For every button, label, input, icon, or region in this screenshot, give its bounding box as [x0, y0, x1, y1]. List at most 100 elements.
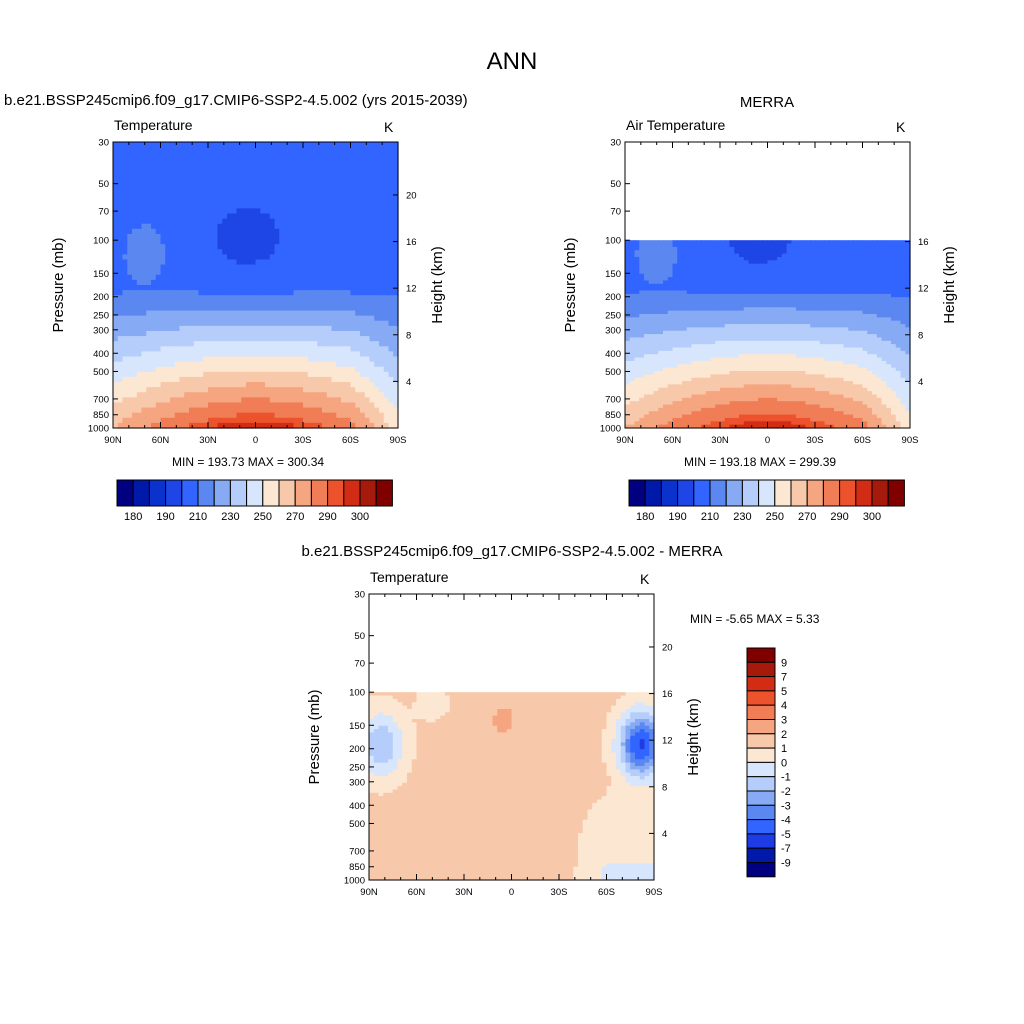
panel-1-colorbar-swatch — [310, 479, 329, 507]
panel-2-units-label: K — [896, 119, 906, 135]
panel-1-xtick-label: 90N — [104, 435, 122, 446]
panel-3-xtick-label: 90S — [646, 887, 663, 898]
panel-2-colorbar-label: 210 — [701, 511, 719, 523]
panel-3-colorbar-label: 5 — [781, 686, 787, 698]
panel-1-colorbar-swatch — [197, 479, 215, 507]
panel-2-colorbar-swatch — [725, 479, 743, 507]
panel-1-y2tick-label: 16 — [406, 237, 417, 248]
panel-2-colorbar-swatch — [741, 479, 760, 507]
panel-1-ytick-label: 70 — [98, 207, 109, 218]
panel-3-colorbar-label: -9 — [781, 858, 791, 870]
panel-1-colorbar-swatch — [327, 479, 345, 507]
panel-3-title: b.e21.BSSP245cmip6.f09_g17.CMIP6-SSP2-4.… — [301, 543, 723, 560]
panel-1-colorbar-label: 180 — [124, 511, 142, 523]
panel-2-xtick-label: 90S — [902, 435, 919, 446]
panel-1-colorbar-swatch — [262, 479, 280, 507]
panel-3-ytick-label: 200 — [349, 744, 365, 755]
panel-3-colorbar-swatch — [746, 761, 776, 778]
panel-1-colorbar-label: 300 — [351, 511, 369, 523]
panel-1-ylabel: Pressure (mb) — [50, 237, 67, 332]
panel-3-colorbar-label: -3 — [781, 800, 791, 812]
panel-3-y2tick-label: 16 — [662, 689, 673, 700]
panel-3-ytick-label: 50 — [354, 631, 365, 642]
panel-2-minmax: MIN = 193.18 MAX = 299.39 — [684, 455, 837, 469]
panel-1-minmax: MIN = 193.73 MAX = 300.34 — [172, 455, 325, 469]
panel-3-ytick-label: 100 — [349, 688, 365, 699]
panel-2-xtick-label: 60S — [854, 435, 871, 446]
panel-3-colorbar-swatch — [746, 862, 776, 878]
panel-1-colorbar-label: 290 — [318, 511, 336, 523]
panel-3-colorbar-swatch — [746, 719, 776, 735]
panel-3-ytick-label: 500 — [349, 819, 365, 830]
panel-2-variable-label: Air Temperature — [626, 117, 726, 133]
panel-2-colorbar-swatch — [644, 479, 662, 507]
panel-2-y2tick-label: 8 — [918, 330, 923, 341]
panel-1-ytick-label: 500 — [93, 367, 109, 378]
panel-2-colorbar-label: 250 — [766, 511, 784, 523]
panel-1-xtick-label: 30S — [295, 435, 312, 446]
page-title: ANN — [486, 48, 538, 75]
panel-1-ytick-label: 150 — [93, 269, 109, 280]
panel-2-ytick-label: 150 — [605, 269, 621, 280]
panel-3-y2label: Height (km) — [685, 698, 702, 776]
panel-2-colorbar-swatch — [806, 479, 824, 507]
panel-2-ytick-label: 50 — [610, 179, 621, 190]
panel-3-ytick-label: 700 — [349, 846, 365, 857]
panel-3-colorbar-swatch — [746, 690, 776, 706]
panel-3-y2tick-label: 4 — [662, 829, 667, 840]
panel-3-ytick-label: 300 — [349, 777, 365, 788]
panel-1-colorbar-swatch — [359, 479, 377, 507]
panel-3-colorbar-swatch — [746, 804, 776, 821]
panel-1-colorbar-swatch — [213, 479, 231, 507]
panel-2-y2tick-label: 16 — [918, 237, 929, 248]
panel-2-colorbar-swatch — [774, 479, 792, 507]
panel-2-field — [625, 240, 911, 429]
panel-2-ytick-label: 200 — [605, 292, 621, 303]
panel-2-ytick-label: 400 — [605, 349, 621, 360]
panel-1-colorbar-label: 270 — [286, 511, 304, 523]
panel-2-colorbar-swatch — [855, 479, 873, 507]
panel-3-y2tick-label: 12 — [662, 736, 673, 747]
panel-3-colorbar-label: 1 — [781, 743, 787, 755]
panel-1-colorbar-swatch — [343, 479, 361, 507]
panel-2-colorbar-swatch — [677, 479, 695, 507]
panel-3-ytick-label: 250 — [349, 762, 365, 773]
panel-1-colorbar-swatch — [278, 479, 296, 507]
panel-1-ytick-label: 700 — [93, 394, 109, 405]
panel-1-y2tick-label: 8 — [406, 330, 411, 341]
panel-3-colorbar-label: -1 — [781, 772, 791, 784]
panel-1-colorbar-label: 210 — [189, 511, 207, 523]
panel-1-variable-label: Temperature — [114, 117, 193, 133]
panel-2-ylabel: Pressure (mb) — [562, 237, 579, 332]
panel-3-colorbar-swatch — [746, 676, 776, 692]
panel-3-xtick-label: 30N — [455, 887, 473, 898]
panel-3-colorbar-label: 4 — [781, 700, 787, 712]
panel-2-colorbar-swatch — [839, 479, 857, 507]
panel-1-xtick-label: 0 — [253, 435, 258, 446]
panel-3-ytick-label: 850 — [349, 862, 365, 873]
panel-2-xtick-label: 90N — [616, 435, 634, 446]
panel-3-field — [369, 692, 655, 881]
panel-2-colorbar-label: 190 — [668, 511, 686, 523]
panel-1-colorbar-swatch — [148, 479, 167, 507]
panel-3-colorbar-swatch — [746, 647, 776, 663]
panel-3-ytick-label: 1000 — [344, 876, 365, 887]
panel-2-ytick-label: 300 — [605, 325, 621, 336]
panel-3-y2tick-label: 8 — [662, 782, 667, 793]
panel-3-xtick-label: 90N — [360, 887, 378, 898]
panel-2-ytick-label: 30 — [610, 138, 621, 149]
panel-3-colorbar-label: -7 — [781, 843, 791, 855]
panel-1-ytick-label: 50 — [98, 179, 109, 190]
panel-1-colorbar-swatch — [165, 479, 183, 507]
panel-2-colorbar-swatch — [871, 479, 889, 507]
panel-1-colorbar-swatch — [229, 479, 248, 507]
panel-1-ytick-label: 300 — [93, 325, 109, 336]
panel-3-colorbar-swatch — [746, 661, 776, 678]
panel-2-colorbar-swatch — [758, 479, 776, 507]
panel-3-ylabel: Pressure (mb) — [306, 689, 323, 784]
panel-1-ytick-label: 850 — [93, 410, 109, 421]
panel-2-colorbar-swatch — [709, 479, 727, 507]
panel-3-colorbar-swatch — [746, 776, 776, 792]
panel-1-y2tick-label: 4 — [406, 377, 411, 388]
panel-3-colorbar-swatch — [746, 733, 776, 749]
